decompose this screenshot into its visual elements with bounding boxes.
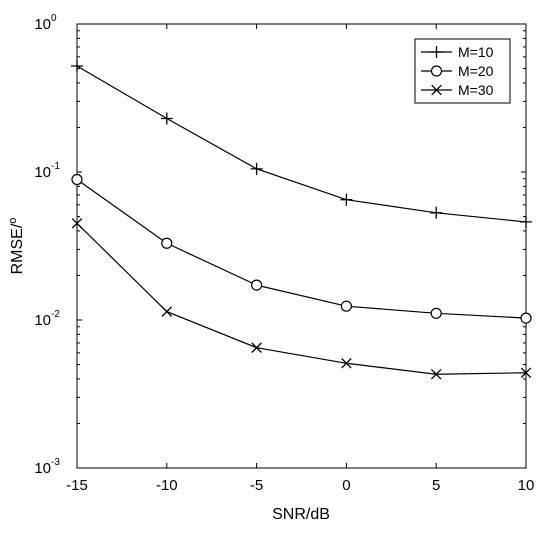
legend-label: M=10	[458, 44, 494, 60]
x-axis-title: SNR/dB	[272, 506, 330, 523]
y-tick-label-exponent: 0	[51, 13, 57, 24]
data-point-x	[161, 306, 173, 317]
y-axis-title-group: RMSE/o	[7, 218, 26, 275]
data-point-x	[520, 367, 532, 379]
data-point-circle	[520, 312, 532, 324]
series-line-m-20	[76, 179, 527, 319]
data-point-plus	[430, 206, 443, 219]
y-tick-label: 10-1	[34, 161, 60, 181]
data-point-circle	[430, 307, 442, 319]
data-point-circle	[251, 279, 263, 291]
data-point-plus	[71, 60, 83, 73]
y-axis-title: RMSE/o	[7, 218, 26, 275]
data-point-circle	[340, 300, 352, 312]
y-tick-label: 10-2	[34, 309, 60, 329]
data-point-circle	[161, 237, 173, 249]
y-tick-label-base: 10	[34, 164, 51, 181]
series-line-m-30	[76, 222, 527, 375]
data-point-x	[71, 218, 83, 229]
series-line-m-10	[76, 65, 527, 223]
legend-marker-x	[431, 84, 442, 96]
y-axis-title-superscript: o	[7, 218, 19, 224]
data-point-plus	[340, 193, 353, 206]
data-point-circle	[71, 173, 83, 186]
data-point-x	[251, 342, 262, 353]
series-lines	[71, 60, 532, 380]
data-point-plus	[520, 215, 532, 228]
y-tick-label-exponent: -3	[51, 457, 60, 468]
x-tick-label: -5	[250, 477, 263, 494]
legend-label: M=20	[458, 63, 494, 79]
y-tick-label-base: 10	[34, 312, 51, 329]
y-tick-label-exponent: -2	[51, 309, 60, 320]
data-point-plus	[160, 112, 173, 125]
x-tick-label: 5	[432, 477, 440, 494]
legend-marker-plus	[430, 46, 443, 58]
legend-label: M=30	[458, 82, 494, 98]
y-axis-title-base: RMSE/	[9, 223, 26, 274]
x-tick-label: 10	[518, 477, 535, 494]
y-tick-label-base: 10	[34, 460, 51, 477]
data-point-plus	[250, 162, 263, 175]
x-tick-label: -15	[66, 477, 88, 494]
legend-marker-circle	[430, 65, 443, 77]
x-tick-label: 0	[342, 477, 350, 494]
y-tick-label-base: 10	[34, 16, 51, 33]
x-tick-label: -10	[156, 477, 178, 494]
legend: M=10 M=20 M=30	[414, 38, 511, 104]
y-tick-label: 10-3	[34, 457, 60, 477]
y-tick-label: 100	[34, 13, 57, 33]
y-tick-label-exponent: -1	[51, 161, 60, 172]
data-point-x	[341, 358, 352, 369]
data-point-x	[430, 368, 442, 380]
axis-ticks	[76, 23, 527, 469]
